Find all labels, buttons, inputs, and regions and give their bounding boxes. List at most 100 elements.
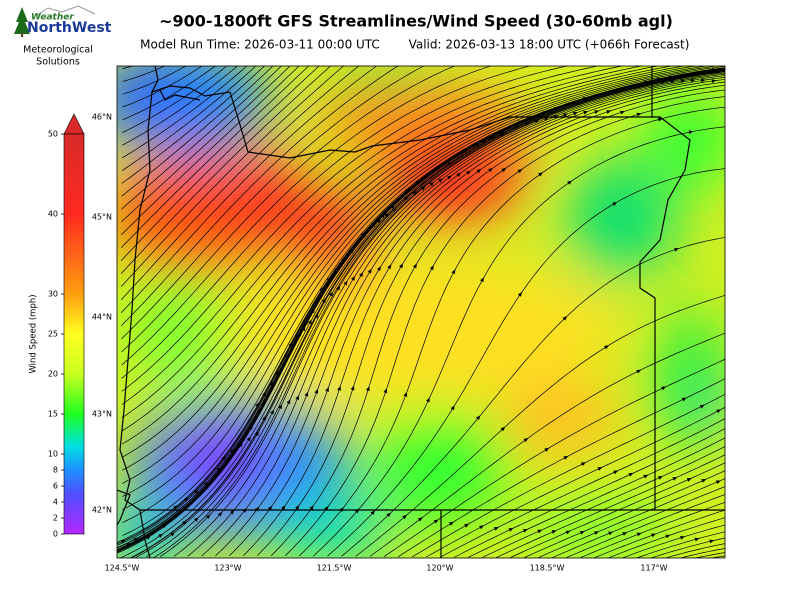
streamline <box>383 358 725 557</box>
streamline <box>121 66 300 236</box>
stream-arrow <box>480 277 484 283</box>
stream-arrow <box>133 537 139 542</box>
stream-arrow <box>246 436 251 442</box>
stream-arrow <box>567 180 573 185</box>
border <box>117 489 131 526</box>
stream-arrow <box>301 326 306 332</box>
streamline <box>397 378 725 558</box>
stream-arrow <box>182 520 187 525</box>
streamline <box>510 462 725 558</box>
stream-arrow <box>620 110 626 115</box>
stream-arrow <box>583 110 589 115</box>
stream-arrow <box>665 534 671 539</box>
stream-arrow <box>501 167 507 173</box>
streamline <box>122 66 166 82</box>
stream-arrow <box>636 112 642 117</box>
lat-label: 46°N <box>92 113 112 122</box>
colorbar-tick-label: 4 <box>53 498 58 507</box>
colorbar-tick-label: 6 <box>53 482 58 491</box>
logo-caption: Solutions <box>36 57 80 68</box>
stream-arrow <box>429 265 434 271</box>
valid-time: Valid: 2026-03-13 18:00 UTC (+066h Forec… <box>409 38 690 52</box>
stream-arrow <box>701 479 707 483</box>
stream-arrow <box>217 511 223 517</box>
lon-label: 117°W <box>640 564 667 573</box>
stream-arrow <box>681 397 687 402</box>
streamline <box>566 494 725 558</box>
streamline <box>552 486 725 558</box>
streamline <box>735 557 765 559</box>
streamline <box>120 66 310 248</box>
streamline <box>121 66 643 432</box>
stream-arrow <box>230 448 235 454</box>
stream-arrow <box>563 455 569 460</box>
streamline <box>122 66 216 121</box>
stream-arrow <box>304 391 309 397</box>
stream-arrow <box>565 530 571 535</box>
stream-arrow <box>594 531 600 535</box>
colorbar-tick-label: 10 <box>48 450 58 459</box>
streamline <box>121 66 600 405</box>
streamline <box>152 71 725 558</box>
streamline <box>122 66 698 484</box>
stream-arrow <box>709 539 715 544</box>
border <box>139 509 151 558</box>
stream-arrow <box>270 409 274 415</box>
stream-arrow <box>508 528 514 532</box>
streamline <box>146 70 725 558</box>
stream-arrow <box>700 78 706 83</box>
streamline <box>285 96 725 557</box>
stream-arrow <box>281 361 286 367</box>
stream-arrow <box>120 539 126 544</box>
stream-arrow <box>294 333 299 339</box>
stream-arrow <box>286 399 291 405</box>
streamline <box>482 446 725 558</box>
stream-arrow <box>238 442 243 448</box>
stream-arrow <box>715 480 721 485</box>
stream-arrow <box>690 78 696 83</box>
stream-arrow <box>360 232 366 237</box>
streamline <box>538 478 725 558</box>
stream-arrow <box>376 266 381 272</box>
border <box>150 66 691 510</box>
stream-arrow <box>387 264 392 270</box>
lon-label: 124.5°W <box>105 564 140 573</box>
stream-arrow <box>537 529 543 534</box>
title: ~900-1800ft GFS Streamlines/Wind Speed (… <box>159 12 673 31</box>
stream-arrow <box>686 478 692 482</box>
stream-arrow <box>517 168 523 174</box>
stream-arrow <box>433 519 439 524</box>
stream-arrow <box>488 168 493 173</box>
stream-arrow <box>493 526 499 531</box>
streamline <box>411 393 725 558</box>
stream-arrow <box>594 110 600 114</box>
lat-label: 43°N <box>92 410 112 419</box>
stream-arrow <box>172 505 178 510</box>
stream-arrow <box>307 319 312 325</box>
stream-arrow <box>438 178 443 183</box>
stream-arrow <box>288 341 293 347</box>
streamline <box>524 470 725 558</box>
streamline <box>121 66 399 327</box>
lon-label: 118.5°W <box>530 564 565 573</box>
stream-arrow <box>500 426 506 432</box>
colorbar-tick-label: 0 <box>53 530 58 539</box>
streamline <box>121 66 282 210</box>
streamline <box>121 66 569 392</box>
stream-arrow <box>580 462 586 467</box>
streamline <box>122 66 708 497</box>
stream-arrow <box>674 247 680 252</box>
streamline <box>313 126 725 557</box>
stream-arrow <box>365 386 370 392</box>
colorbar-tick-label: 40 <box>48 210 58 219</box>
lat-label: 45°N <box>92 213 112 222</box>
stream-arrow <box>544 447 550 452</box>
stream-arrow <box>450 405 455 411</box>
border <box>119 91 725 511</box>
streamline <box>120 66 378 313</box>
lon-label: 121.5°W <box>317 564 352 573</box>
stream-arrow <box>613 470 619 475</box>
stream-arrow <box>538 172 544 177</box>
streamline <box>454 428 725 558</box>
